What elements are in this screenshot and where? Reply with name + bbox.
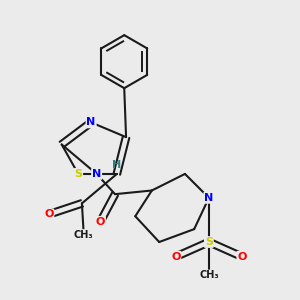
Text: N: N <box>204 193 214 203</box>
Text: O: O <box>237 252 247 262</box>
Text: H: H <box>112 160 122 170</box>
Text: CH₃: CH₃ <box>74 230 94 240</box>
Text: O: O <box>96 217 105 227</box>
Text: N: N <box>92 169 101 179</box>
Text: N: N <box>86 117 96 128</box>
Text: S: S <box>205 237 213 247</box>
Text: O: O <box>44 209 53 219</box>
Text: S: S <box>74 169 82 179</box>
Text: CH₃: CH₃ <box>199 270 219 280</box>
Text: O: O <box>171 252 181 262</box>
